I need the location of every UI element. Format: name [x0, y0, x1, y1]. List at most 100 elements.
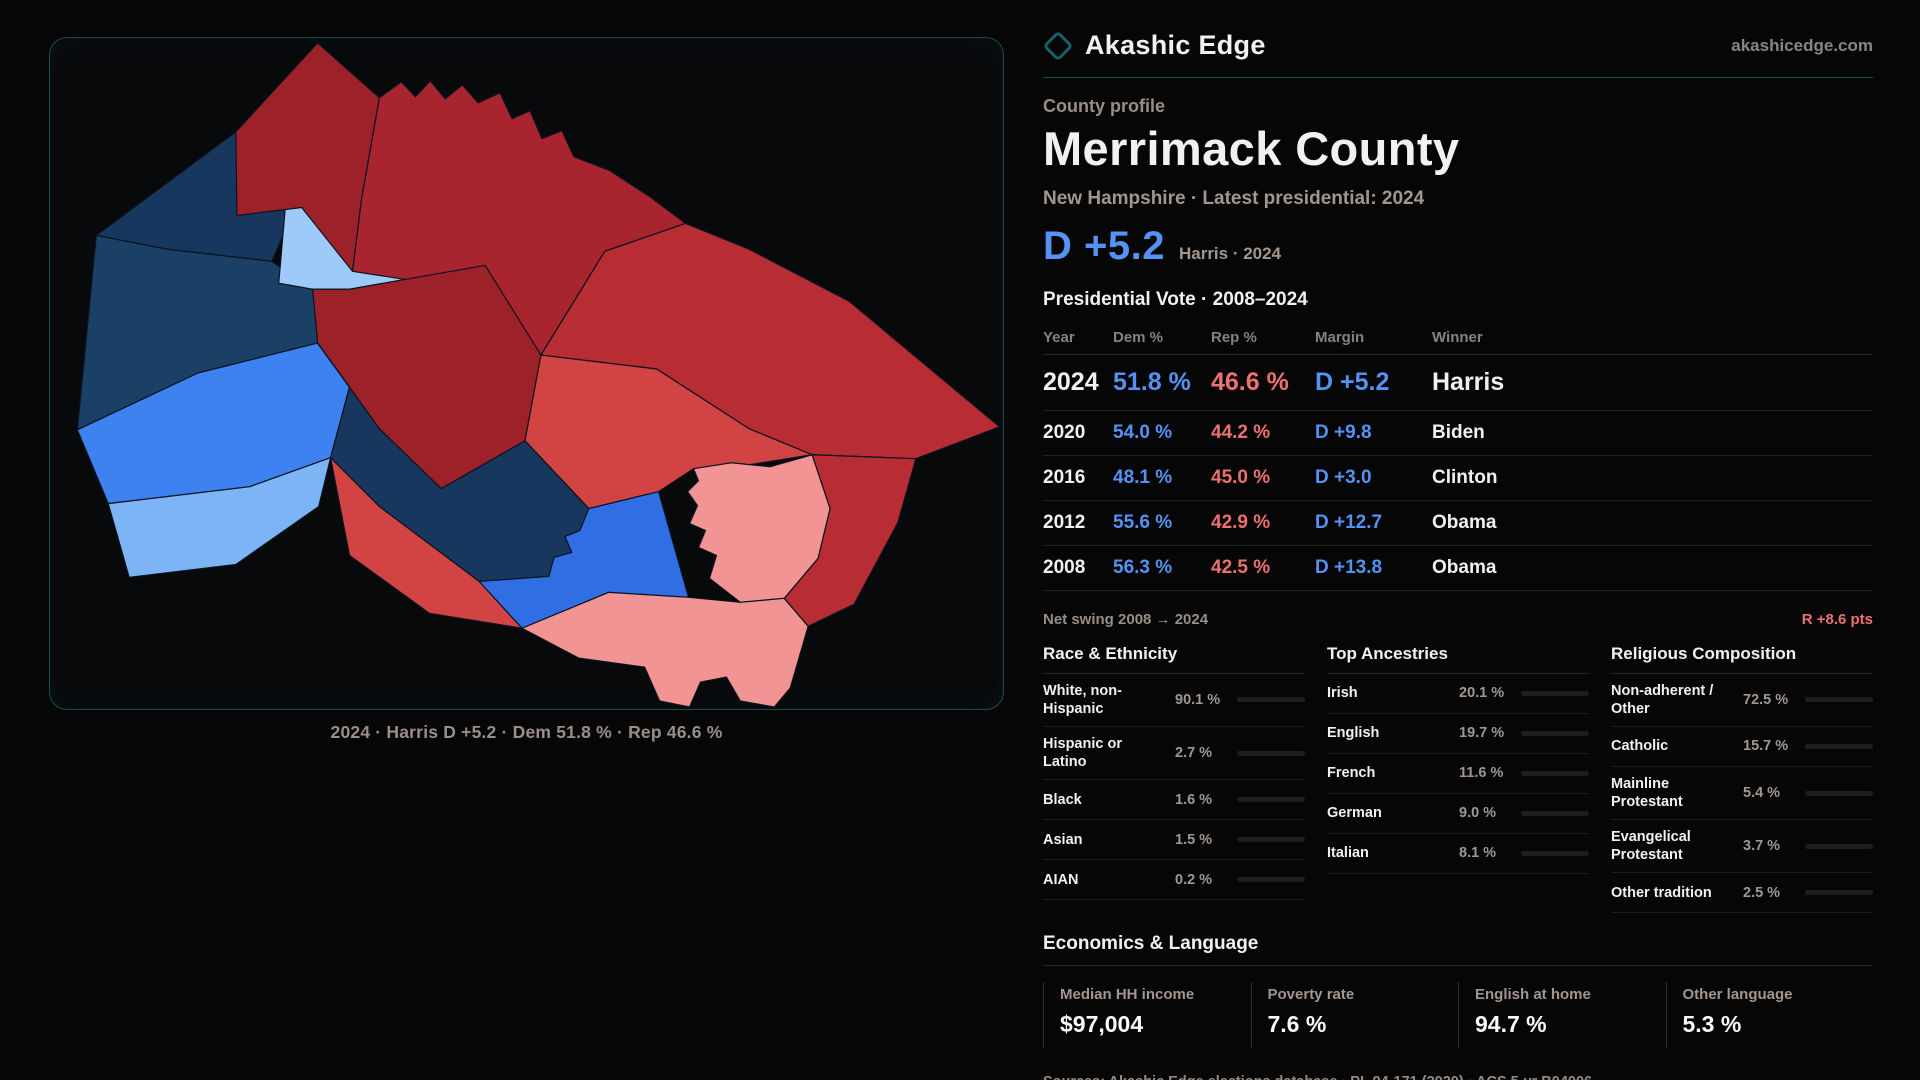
stat-row: Non-adherent / Other 72.5 % — [1611, 674, 1873, 727]
margin-context: Harris · 2024 — [1178, 243, 1282, 263]
stat-bar — [1521, 690, 1589, 696]
cell-margin: D +5.2 — [1315, 367, 1390, 396]
brand-name: Akashic Edge — [1085, 30, 1266, 60]
cell-year: 2016 — [1043, 466, 1086, 488]
stat-value: 2.7 % — [1175, 745, 1213, 761]
cell-rep: 44.2 % — [1211, 421, 1271, 443]
cell-winner: Harris — [1432, 367, 1505, 396]
stat-value: 15.7 % — [1743, 738, 1789, 755]
cell-margin: D +9.8 — [1315, 421, 1372, 443]
economics-stat-value: $97,004 — [1060, 1011, 1144, 1038]
stat-label: Mainline Protestant — [1611, 775, 1683, 810]
stat-row: Irish 20.1 % — [1327, 674, 1589, 714]
vote-table-row: 2016 48.1 % 45.0 % D +3.0 Clinton — [1043, 456, 1873, 501]
stat-value: 11.6 % — [1459, 765, 1504, 782]
stat-value: 8.1 % — [1459, 845, 1497, 862]
economics-stat: Other language 5.3 % — [1665, 982, 1874, 1049]
economics-grid: Median HH income $97,004 Poverty rate 7.6 %… — [1043, 982, 1874, 1049]
stat-value: 1.5 % — [1175, 831, 1213, 848]
economics-stat: English at home 94.7 % — [1458, 982, 1666, 1049]
stat-row: Other tradition 2.5 % — [1611, 873, 1873, 914]
stat-value: 9.0 % — [1459, 805, 1497, 822]
cell-winner: Clinton — [1432, 466, 1498, 488]
stat-bar — [1237, 697, 1305, 703]
cell-year: 2008 — [1043, 556, 1086, 578]
headline-margin: D +5.2 Harris · 2024 — [1043, 224, 1873, 269]
col-dem: Dem % — [1113, 328, 1164, 346]
cell-year: 2020 — [1043, 421, 1086, 443]
stat-label: Catholic — [1611, 738, 1669, 755]
stat-bar — [1237, 750, 1305, 756]
vote-table-row: 2008 56.3 % 42.5 % D +13.8 Obama — [1043, 546, 1873, 591]
cell-dem: 48.1 % — [1113, 466, 1173, 488]
stat-label: Evangelical Protestant — [1611, 829, 1691, 864]
cell-dem: 54.0 % — [1113, 421, 1173, 443]
stat-value: 3.7 % — [1743, 838, 1781, 855]
stat-row: Italian 8.1 % — [1327, 834, 1589, 874]
stat-label: Hispanic or Latino — [1043, 735, 1122, 770]
stat-bar — [1521, 730, 1589, 736]
religion-column: Religious Composition Non-adherent / Oth… — [1611, 644, 1873, 914]
vote-table-row: 2012 55.6 % 42.9 % D +12.7 Obama — [1043, 501, 1873, 546]
stat-bar — [1521, 850, 1589, 856]
map-region — [521, 591, 809, 708]
eyebrow-label: County profile — [1043, 96, 1165, 116]
stat-row: AIAN 0.2 % — [1043, 860, 1305, 901]
stat-row: Asian 1.5 % — [1043, 820, 1305, 861]
stat-label: Irish — [1327, 685, 1358, 702]
stat-label: German — [1327, 805, 1382, 822]
stat-bar — [1521, 770, 1589, 776]
cell-winner: Biden — [1432, 421, 1485, 443]
stat-bar — [1805, 743, 1873, 749]
col-winner: Winner — [1432, 328, 1483, 346]
footer: Sources: Akashic Edge elections database… — [1043, 1074, 1873, 1080]
page-title: Merrimack County — [1043, 122, 1460, 175]
cell-year: 2012 — [1043, 511, 1086, 533]
map-region — [783, 454, 917, 627]
economics-stat-label: Median HH income — [1060, 986, 1195, 1004]
col-rep: Rep % — [1211, 328, 1257, 346]
stat-bar — [1237, 837, 1305, 843]
stat-label: English — [1327, 725, 1380, 742]
stat-label: Other tradition — [1611, 884, 1712, 901]
religion-rows: Non-adherent / Other 72.5 % Catholic 15.7 %… — [1611, 674, 1873, 914]
stat-label: Italian — [1327, 845, 1369, 862]
stat-bar — [1805, 843, 1873, 849]
map-caption: 2024 · Harris D +5.2 · Dem 51.8 % · Rep … — [330, 722, 723, 742]
stat-value: 0.2 % — [1175, 871, 1213, 888]
cell-winner: Obama — [1432, 556, 1497, 578]
cell-dem: 55.6 % — [1113, 511, 1173, 533]
map-region — [107, 457, 332, 578]
brand-header: Akashic Edge akashicedge.com — [1042, 29, 1873, 78]
stat-row: Black 1.6 % — [1043, 780, 1305, 821]
stat-value: 2.5 % — [1743, 884, 1781, 901]
stat-label: Black — [1043, 791, 1082, 808]
state-subtitle: New Hampshire · Latest presidential: 202… — [1043, 187, 1425, 209]
economics-stat-label: English at home — [1475, 986, 1591, 1004]
cell-rep: 42.9 % — [1211, 511, 1271, 533]
col-year: Year — [1043, 328, 1075, 346]
net-swing-row: Net swing 2008 → 2024 R +8.6 pts — [1043, 601, 1873, 628]
profile-panel: Akashic Edge akashicedge.com County prof… — [1042, 29, 1874, 1080]
stat-label: French — [1327, 765, 1376, 782]
stat-value: 90.1 % — [1175, 691, 1221, 708]
vote-table-row: 2020 54.0 % 44.2 % D +9.8 Biden — [1043, 411, 1873, 456]
stat-label: White, non-Hispanic — [1043, 682, 1122, 717]
vote-table-row: 2024 51.8 % 46.6 % D +5.2 Harris — [1043, 355, 1873, 411]
vote-table: Year Dem % Rep % Margin Winner 2024 51.8 … — [1043, 323, 1873, 628]
economics-stat-label: Poverty rate — [1267, 986, 1355, 1004]
stat-row: White, non-Hispanic 90.1 % — [1043, 674, 1305, 727]
cell-year: 2024 — [1043, 367, 1099, 396]
stat-row: Mainline Protestant 5.4 % — [1611, 767, 1873, 821]
race-title: Race & Ethnicity — [1043, 644, 1305, 674]
stat-bar — [1805, 697, 1873, 703]
ancestry-column: Top Ancestries Irish 20.1 % English 19.7 % F… — [1327, 644, 1589, 914]
stat-label: Asian — [1043, 831, 1083, 848]
net-swing-label: Net swing 2008 → 2024 — [1043, 610, 1209, 628]
stat-row: Evangelical Protestant 3.7 % — [1611, 820, 1873, 874]
stat-value: 72.5 % — [1743, 691, 1789, 708]
ancestry-rows: Irish 20.1 % English 19.7 % French 11.6 % Germ… — [1327, 674, 1589, 874]
brand-domain-link[interactable]: akashicedge.com — [1731, 35, 1873, 55]
economics-stat-value: 7.6 % — [1267, 1011, 1327, 1038]
